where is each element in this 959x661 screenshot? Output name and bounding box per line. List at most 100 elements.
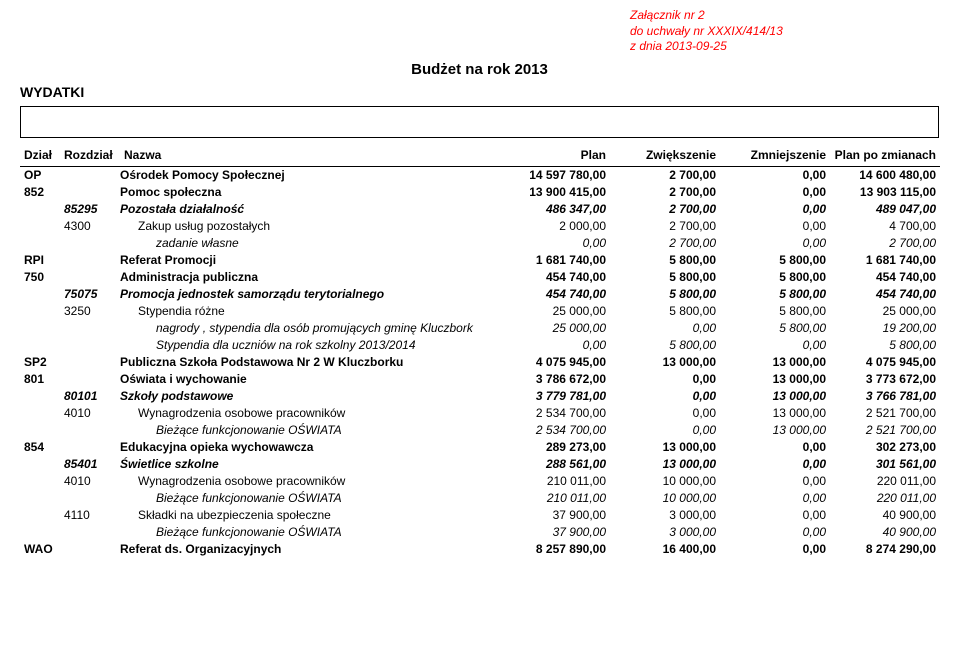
attachment-header: Załącznik nr 2 do uchwały nr XXXIX/414/1… — [630, 8, 939, 55]
cell-value: 1 681 740,00 — [500, 252, 610, 269]
cell-value: 2 534 700,00 — [500, 405, 610, 422]
cell-value: 4 700,00 — [830, 218, 940, 235]
cell-dzial — [20, 524, 60, 541]
cell-value: 289 273,00 — [500, 439, 610, 456]
cell-value: 2 700,00 — [610, 235, 720, 252]
cell-nazwa: Bieżące funkcjonowanie OŚWIATA — [120, 422, 500, 439]
cell-value: 2 700,00 — [610, 218, 720, 235]
cell-value: 288 561,00 — [500, 456, 610, 473]
table-row: 4010Wynagrodzenia osobowe pracowników2 5… — [20, 405, 940, 422]
cell-dzial: 750 — [20, 269, 60, 286]
cell-rozdzial: 3250 — [60, 303, 120, 320]
table-row: 85295Pozostała działalność486 347,002 70… — [20, 201, 940, 218]
cell-value: 37 900,00 — [500, 507, 610, 524]
cell-value: 13 900 415,00 — [500, 184, 610, 201]
cell-rozdzial — [60, 371, 120, 388]
cell-value: 3 786 672,00 — [500, 371, 610, 388]
cell-value: 3 000,00 — [610, 507, 720, 524]
cell-value: 14 597 780,00 — [500, 166, 610, 184]
table-row: 3250Stypendia różne25 000,005 800,005 80… — [20, 303, 940, 320]
cell-nazwa: Pomoc społeczna — [120, 184, 500, 201]
document-title: Budżet na rok 2013 — [20, 61, 939, 78]
cell-dzial — [20, 422, 60, 439]
cell-value: 2 700,00 — [610, 166, 720, 184]
cell-value: 16 400,00 — [610, 541, 720, 558]
cell-dzial — [20, 473, 60, 490]
cell-rozdzial: 80101 — [60, 388, 120, 405]
cell-nazwa: Stypendia różne — [120, 303, 500, 320]
cell-value: 25 000,00 — [830, 303, 940, 320]
cell-rozdzial — [60, 354, 120, 371]
cell-value: 13 000,00 — [610, 456, 720, 473]
cell-nazwa: zadanie własne — [120, 235, 500, 252]
cell-value: 0,00 — [500, 337, 610, 354]
cell-nazwa: Bieżące funkcjonowanie OŚWIATA — [120, 524, 500, 541]
cell-value: 13 000,00 — [720, 422, 830, 439]
table-row: Bieżące funkcjonowanie OŚWIATA37 900,003… — [20, 524, 940, 541]
cell-dzial: 854 — [20, 439, 60, 456]
cell-nazwa: Administracja publiczna — [120, 269, 500, 286]
cell-dzial — [20, 388, 60, 405]
table-row: zadanie własne0,002 700,000,002 700,00 — [20, 235, 940, 252]
table-row: 80101Szkoły podstawowe3 779 781,000,0013… — [20, 388, 940, 405]
cell-value: 8 257 890,00 — [500, 541, 610, 558]
budget-table: Dział Rozdział Nazwa Plan Zwiększenie Zm… — [20, 146, 940, 558]
cell-value: 10 000,00 — [610, 490, 720, 507]
cell-rozdzial: 4010 — [60, 473, 120, 490]
cell-rozdzial — [60, 252, 120, 269]
cell-dzial — [20, 286, 60, 303]
cell-value: 301 561,00 — [830, 456, 940, 473]
cell-value: 0,00 — [610, 371, 720, 388]
attachment-line-3: z dnia 2013-09-25 — [630, 39, 939, 55]
cell-value: 0,00 — [500, 235, 610, 252]
table-row: Bieżące funkcjonowanie OŚWIATA2 534 700,… — [20, 422, 940, 439]
cell-rozdzial: 85295 — [60, 201, 120, 218]
cell-nazwa: Referat ds. Organizacyjnych — [120, 541, 500, 558]
cell-value: 302 273,00 — [830, 439, 940, 456]
cell-value: 19 200,00 — [830, 320, 940, 337]
cell-value: 0,00 — [720, 541, 830, 558]
cell-value: 3 773 672,00 — [830, 371, 940, 388]
cell-value: 489 047,00 — [830, 201, 940, 218]
cell-value: 454 740,00 — [830, 286, 940, 303]
cell-rozdzial — [60, 337, 120, 354]
cell-rozdzial — [60, 320, 120, 337]
table-row: Bieżące funkcjonowanie OŚWIATA210 011,00… — [20, 490, 940, 507]
cell-dzial — [20, 303, 60, 320]
cell-value: 0,00 — [720, 507, 830, 524]
table-row: OPOśrodek Pomocy Społecznej14 597 780,00… — [20, 166, 940, 184]
cell-value: 5 800,00 — [720, 286, 830, 303]
cell-rozdzial — [60, 541, 120, 558]
table-row: 4010Wynagrodzenia osobowe pracowników210… — [20, 473, 940, 490]
cell-value: 3 766 781,00 — [830, 388, 940, 405]
cell-value: 0,00 — [720, 490, 830, 507]
cell-value: 8 274 290,00 — [830, 541, 940, 558]
cell-value: 2 521 700,00 — [830, 405, 940, 422]
cell-value: 5 800,00 — [610, 337, 720, 354]
cell-rozdzial: 75075 — [60, 286, 120, 303]
cell-dzial: OP — [20, 166, 60, 184]
attachment-line-2: do uchwały nr XXXIX/414/13 — [630, 24, 939, 40]
cell-value: 14 600 480,00 — [830, 166, 940, 184]
cell-value: 25 000,00 — [500, 303, 610, 320]
cell-rozdzial: 4110 — [60, 507, 120, 524]
cell-value: 2 700,00 — [610, 201, 720, 218]
table-body: OPOśrodek Pomocy Społecznej14 597 780,00… — [20, 166, 940, 558]
empty-rule-box — [20, 106, 939, 138]
table-row: 85401Świetlice szkolne288 561,0013 000,0… — [20, 456, 940, 473]
cell-value: 13 903 115,00 — [830, 184, 940, 201]
cell-value: 5 800,00 — [610, 286, 720, 303]
cell-value: 13 000,00 — [720, 388, 830, 405]
table-row: WAOReferat ds. Organizacyjnych8 257 890,… — [20, 541, 940, 558]
cell-nazwa: Szkoły podstawowe — [120, 388, 500, 405]
table-row: 852Pomoc społeczna13 900 415,002 700,000… — [20, 184, 940, 201]
cell-value: 220 011,00 — [830, 473, 940, 490]
cell-value: 2 534 700,00 — [500, 422, 610, 439]
cell-value: 13 000,00 — [610, 354, 720, 371]
cell-value: 40 900,00 — [830, 524, 940, 541]
cell-dzial — [20, 320, 60, 337]
col-dzial: Dział — [20, 146, 60, 167]
document-page: { "attachment": { "line1": "Załącznik nr… — [0, 0, 959, 578]
table-row: 801Oświata i wychowanie3 786 672,000,001… — [20, 371, 940, 388]
cell-nazwa: Świetlice szkolne — [120, 456, 500, 473]
